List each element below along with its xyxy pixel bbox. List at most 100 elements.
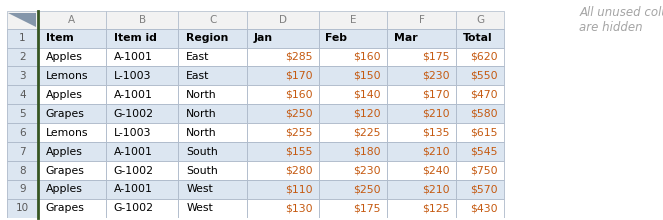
Bar	[7, 48, 38, 66]
Bar	[456, 48, 505, 66]
Text: Apples: Apples	[46, 52, 83, 62]
Text: 1: 1	[19, 33, 26, 43]
Text: 7: 7	[19, 147, 26, 157]
Bar	[387, 48, 456, 66]
Bar	[387, 104, 456, 123]
Text: G-1002: G-1002	[114, 165, 154, 176]
Text: West: West	[186, 203, 213, 213]
Text: $140: $140	[353, 90, 381, 100]
Text: $550: $550	[470, 71, 498, 81]
Bar	[247, 123, 319, 142]
Bar	[38, 11, 106, 29]
Bar	[178, 180, 247, 199]
Bar	[38, 123, 106, 142]
Text: All unused columns
are hidden: All unused columns are hidden	[579, 6, 663, 34]
Text: 6: 6	[19, 128, 26, 138]
Text: $620: $620	[470, 52, 498, 62]
Text: $125: $125	[422, 203, 450, 213]
Text: $135: $135	[422, 128, 450, 138]
Text: A-1001: A-1001	[114, 184, 152, 194]
Polygon shape	[8, 13, 36, 27]
Text: Lemons: Lemons	[46, 71, 88, 81]
Bar	[319, 66, 387, 85]
Text: $280: $280	[284, 165, 312, 176]
Bar	[106, 85, 178, 104]
Text: $130: $130	[284, 203, 312, 213]
Text: Grapes: Grapes	[46, 109, 85, 119]
Text: $545: $545	[470, 147, 498, 157]
Bar	[247, 66, 319, 85]
Bar	[247, 180, 319, 199]
Text: E: E	[350, 15, 356, 25]
Text: L-1003: L-1003	[114, 128, 151, 138]
Bar	[387, 199, 456, 218]
Text: G-1002: G-1002	[114, 203, 154, 213]
Bar	[456, 85, 505, 104]
Bar	[387, 123, 456, 142]
Text: D: D	[279, 15, 287, 25]
Bar	[319, 199, 387, 218]
Text: L-1003: L-1003	[114, 71, 151, 81]
Text: Feb: Feb	[326, 33, 347, 43]
Bar	[247, 161, 319, 180]
Text: 5: 5	[19, 109, 26, 119]
Bar	[387, 29, 456, 48]
Bar	[7, 11, 38, 29]
Bar	[7, 104, 38, 123]
Bar	[456, 142, 505, 161]
Bar	[319, 104, 387, 123]
Text: G: G	[476, 15, 484, 25]
Text: $175: $175	[353, 203, 381, 213]
Bar	[106, 104, 178, 123]
Text: $430: $430	[470, 203, 498, 213]
Text: $160: $160	[284, 90, 312, 100]
Text: $110: $110	[284, 184, 312, 194]
Bar	[178, 48, 247, 66]
Bar	[456, 104, 505, 123]
Bar	[106, 29, 178, 48]
Text: $750: $750	[470, 165, 498, 176]
Bar	[387, 11, 456, 29]
Bar	[106, 123, 178, 142]
Text: $615: $615	[470, 128, 498, 138]
Text: $250: $250	[353, 184, 381, 194]
Text: West: West	[186, 184, 213, 194]
Text: 8: 8	[19, 165, 26, 176]
Bar	[106, 11, 178, 29]
Bar	[247, 104, 319, 123]
Bar	[456, 123, 505, 142]
Bar	[7, 180, 38, 199]
Text: $180: $180	[353, 147, 381, 157]
Text: $230: $230	[353, 165, 381, 176]
Bar	[106, 66, 178, 85]
Bar	[456, 161, 505, 180]
Text: $175: $175	[422, 52, 450, 62]
Text: $570: $570	[470, 184, 498, 194]
Bar	[387, 85, 456, 104]
Bar	[38, 199, 106, 218]
Bar	[247, 29, 319, 48]
Bar	[106, 161, 178, 180]
Text: Grapes: Grapes	[46, 203, 85, 213]
Text: East: East	[186, 71, 210, 81]
Text: $250: $250	[284, 109, 312, 119]
Text: South: South	[186, 147, 218, 157]
Bar	[7, 85, 38, 104]
Text: Item id: Item id	[114, 33, 156, 43]
Bar	[178, 66, 247, 85]
Bar	[38, 104, 106, 123]
Text: South: South	[186, 165, 218, 176]
Bar	[387, 142, 456, 161]
Bar	[319, 142, 387, 161]
Bar	[319, 11, 387, 29]
Bar	[178, 142, 247, 161]
Text: East: East	[186, 52, 210, 62]
Bar	[106, 48, 178, 66]
Text: Jan: Jan	[253, 33, 272, 43]
Text: $210: $210	[422, 109, 450, 119]
Text: North: North	[186, 128, 217, 138]
Text: Apples: Apples	[46, 90, 83, 100]
Text: 10: 10	[16, 203, 29, 213]
Text: $170: $170	[284, 71, 312, 81]
Text: B: B	[139, 15, 146, 25]
